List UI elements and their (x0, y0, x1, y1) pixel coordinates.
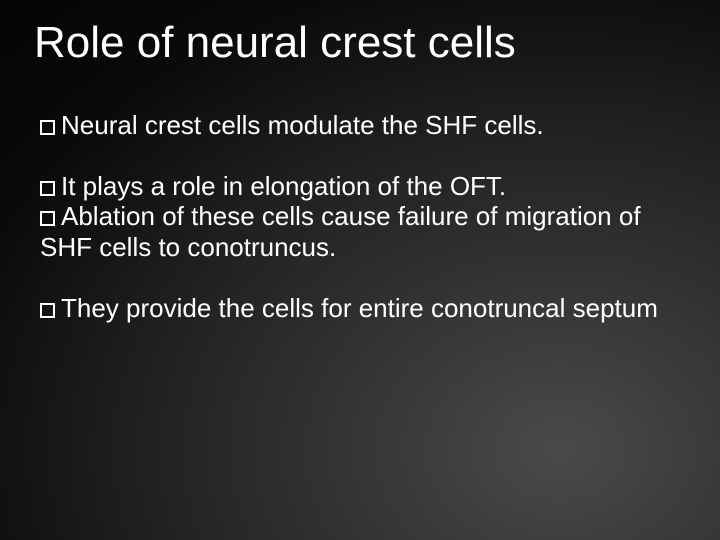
square-bullet-icon (40, 303, 55, 318)
slide: Role of neural crest cells Neural crest … (0, 0, 720, 540)
square-bullet-icon (40, 120, 55, 135)
paragraph: They provide the cells for entire conotr… (40, 293, 660, 324)
bullet-rest-text: provide the cells for entire conotruncal… (119, 293, 658, 323)
bullet-first-word: Ablation (61, 201, 155, 231)
slide-title: Role of neural crest cells (34, 18, 516, 68)
paragraph: It plays a role in elongation of the OFT… (40, 171, 660, 263)
bullet-first-word: They (61, 293, 119, 323)
bullet-line: It plays a role in elongation of the OFT… (40, 171, 660, 202)
square-bullet-icon (40, 211, 55, 226)
bullet-rest-text: crest cells modulate the SHF cells. (138, 110, 544, 140)
bullet-first-word: It (61, 171, 75, 201)
bullet-line: They provide the cells for entire conotr… (40, 293, 660, 324)
bullet-rest-text: plays a role in elongation of the OFT. (75, 171, 506, 201)
bullet-line: Ablation of these cells cause failure of… (40, 201, 660, 262)
slide-body: Neural crest cells modulate the SHF cell… (40, 110, 660, 323)
square-bullet-icon (40, 181, 55, 196)
bullet-line: Neural crest cells modulate the SHF cell… (40, 110, 660, 141)
paragraph: Neural crest cells modulate the SHF cell… (40, 110, 660, 141)
bullet-first-word: Neural (61, 110, 138, 140)
